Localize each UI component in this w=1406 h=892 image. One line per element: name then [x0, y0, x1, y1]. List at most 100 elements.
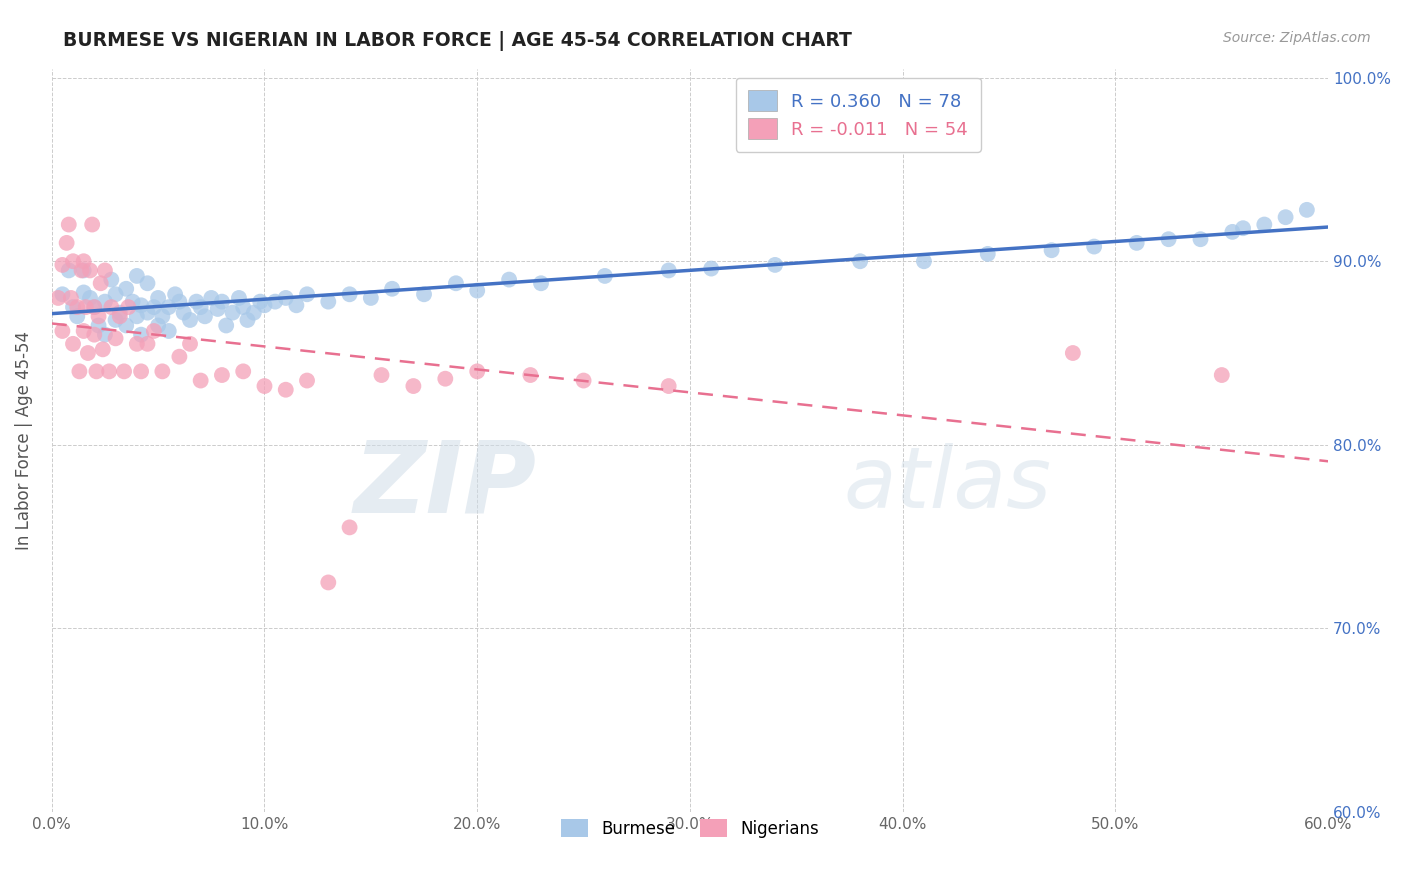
Point — [142, 300, 165, 314]
Point — [125, 336, 148, 351]
Point — [136, 277, 159, 291]
Point — [146, 318, 169, 333]
Point — [157, 324, 180, 338]
Point — [83, 300, 105, 314]
Point — [121, 294, 143, 309]
Point — [66, 310, 89, 324]
Point — [129, 327, 152, 342]
Point — [173, 305, 195, 319]
Point — [1232, 221, 1254, 235]
Point — [86, 364, 108, 378]
Point — [66, 300, 89, 314]
Point — [211, 294, 233, 309]
Point — [593, 268, 616, 283]
Point — [295, 287, 318, 301]
Point — [73, 254, 96, 268]
Point — [73, 263, 96, 277]
Point — [94, 327, 117, 342]
Point — [1040, 244, 1063, 258]
Point — [150, 310, 173, 324]
Point — [94, 263, 117, 277]
Point — [249, 294, 271, 309]
Point — [1211, 368, 1233, 382]
Point — [46, 291, 69, 305]
Point — [87, 318, 110, 333]
Point — [58, 263, 80, 277]
Point — [264, 294, 287, 309]
Point — [125, 268, 148, 283]
Point — [115, 282, 138, 296]
Point — [98, 364, 121, 378]
Point — [1222, 225, 1244, 239]
Point — [295, 374, 318, 388]
Point — [104, 313, 127, 327]
Point — [117, 300, 139, 314]
Point — [70, 263, 93, 277]
Point — [1189, 232, 1212, 246]
Point — [150, 364, 173, 378]
Point — [82, 218, 104, 232]
Point — [62, 300, 84, 314]
Point — [763, 258, 786, 272]
Point — [83, 300, 105, 314]
Point — [142, 324, 165, 338]
Point — [444, 277, 467, 291]
Point — [1295, 202, 1317, 217]
Point — [179, 313, 201, 327]
Point — [339, 287, 361, 301]
Point — [360, 291, 382, 305]
Point — [1125, 235, 1147, 250]
Point — [977, 247, 1000, 261]
Point — [285, 298, 308, 312]
Point — [169, 350, 191, 364]
Point — [465, 284, 488, 298]
Point — [700, 261, 723, 276]
Point — [658, 263, 681, 277]
Point — [253, 298, 276, 312]
Point — [211, 368, 233, 382]
Point — [232, 300, 254, 314]
Point — [498, 272, 520, 286]
Point — [100, 300, 122, 314]
Point — [402, 379, 425, 393]
Point — [1157, 232, 1180, 246]
Point — [94, 294, 117, 309]
Point — [59, 291, 82, 305]
Point — [169, 294, 191, 309]
Point — [136, 336, 159, 351]
Point — [115, 318, 138, 333]
Point — [87, 310, 110, 324]
Point — [51, 258, 73, 272]
Point — [73, 285, 96, 300]
Y-axis label: In Labor Force | Age 45-54: In Labor Force | Age 45-54 — [15, 331, 32, 549]
Point — [912, 254, 935, 268]
Point — [200, 291, 222, 305]
Point — [274, 291, 297, 305]
Point — [77, 346, 100, 360]
Point — [413, 287, 436, 301]
Point — [339, 520, 361, 534]
Point — [194, 310, 217, 324]
Point — [91, 343, 114, 357]
Point — [75, 300, 97, 314]
Point — [146, 291, 169, 305]
Point — [67, 364, 90, 378]
Point — [1083, 239, 1105, 253]
Point — [1062, 346, 1084, 360]
Legend: Burmese, Nigerians: Burmese, Nigerians — [554, 813, 825, 845]
Point — [274, 383, 297, 397]
Point — [51, 324, 73, 338]
Point — [243, 305, 266, 319]
Point — [572, 374, 595, 388]
Point — [104, 331, 127, 345]
Text: Source: ZipAtlas.com: Source: ZipAtlas.com — [1223, 31, 1371, 45]
Point — [232, 364, 254, 378]
Point — [1253, 218, 1275, 232]
Point — [100, 272, 122, 286]
Point — [108, 310, 131, 324]
Point — [79, 263, 101, 277]
Text: ZIP: ZIP — [354, 436, 537, 533]
Point — [519, 368, 541, 382]
Point — [157, 300, 180, 314]
Point — [1274, 210, 1296, 224]
